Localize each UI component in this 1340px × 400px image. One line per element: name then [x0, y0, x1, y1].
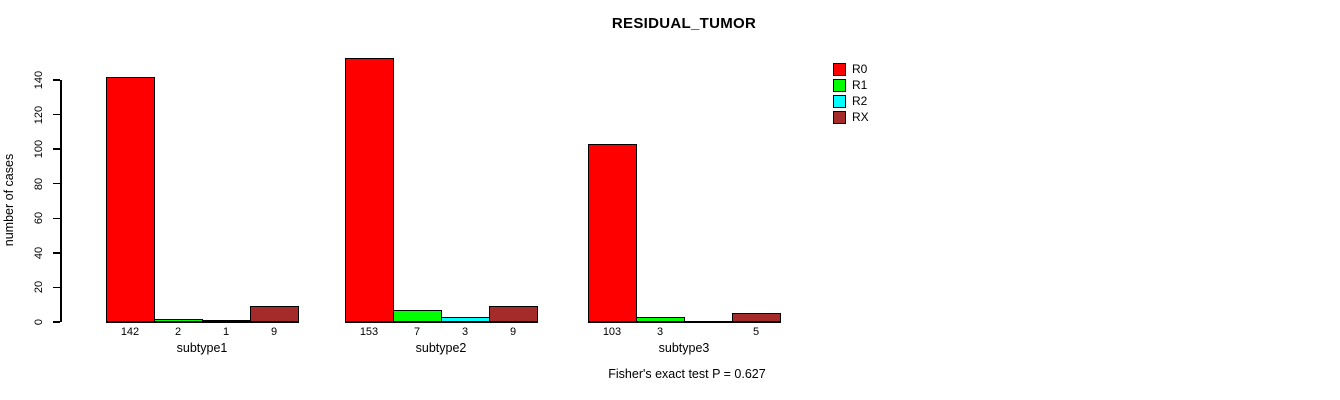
stat-test-annotation: Fisher's exact test P = 0.627: [608, 367, 766, 381]
y-axis-tick: [53, 79, 60, 81]
legend-item-r1: R1: [833, 77, 869, 93]
legend-label-r2: R2: [852, 94, 868, 108]
category-label: subtype3: [658, 341, 710, 355]
bar-value-label: 103: [602, 326, 622, 338]
legend-label-rx: RX: [852, 110, 869, 124]
y-tick-label: 140: [33, 70, 45, 90]
bar-value-label: 9: [509, 326, 517, 338]
bar-r0-subtype1: [106, 76, 155, 322]
y-axis-tick: [53, 148, 60, 150]
y-axis-tick: [53, 113, 60, 116]
legend-swatch-r0-icon: [833, 62, 846, 76]
y-tick-label: 120: [33, 105, 45, 124]
bar-value-label: 5: [752, 326, 760, 338]
bar-r1-subtype1: [154, 318, 203, 322]
bar-value-label: 153: [359, 326, 379, 338]
y-axis-tick: [53, 286, 60, 289]
bar-value-label: 9: [270, 326, 278, 338]
y-tick-label: 0: [33, 318, 45, 326]
legend-item-rx: RX: [833, 109, 869, 125]
bar-r2-subtype2: [441, 316, 490, 322]
bar-r0-subtype2: [345, 57, 394, 322]
y-tick-label: 20: [33, 281, 45, 294]
legend-item-r2: R2: [833, 93, 869, 109]
y-tick-label: 80: [33, 177, 45, 190]
category-label: subtype1: [176, 341, 228, 355]
legend-swatch-r1-icon: [833, 78, 846, 92]
legend-item-r0: R0: [833, 61, 869, 77]
y-tick-label: 40: [33, 246, 45, 259]
category-label: subtype2: [415, 341, 467, 355]
y-axis-line: [60, 80, 62, 322]
bar-r1-subtype3: [636, 316, 685, 322]
y-tick-label: 60: [33, 212, 45, 225]
bar-value-label: 3: [461, 326, 469, 338]
y-axis-tick: [53, 252, 60, 254]
bar-value-label: 1: [222, 326, 230, 338]
bar-value-label: 3: [656, 326, 664, 338]
bar-r0-subtype3: [588, 143, 637, 322]
legend-swatch-r2-icon: [833, 94, 846, 108]
y-axis-tick: [53, 182, 60, 185]
legend: R0 R1 R2 RX: [833, 61, 869, 125]
legend-label-r0: R0: [852, 62, 868, 76]
legend-swatch-rx-icon: [833, 110, 846, 124]
bar-rx-subtype3: [732, 313, 781, 322]
bar-value-label: 142: [120, 326, 140, 338]
legend-label-r1: R1: [852, 78, 868, 92]
bar-rx-subtype1: [250, 306, 299, 322]
bar-r1-subtype2: [393, 309, 442, 322]
bar-rx-subtype2: [489, 306, 538, 322]
bar-value-label: 7: [413, 326, 421, 338]
y-tick-label: 100: [33, 139, 45, 159]
y-axis-tick: [53, 321, 60, 323]
bar-value-label: 2: [174, 326, 182, 338]
y-axis-tick: [53, 217, 60, 220]
chart-title: RESIDUAL_TUMOR: [611, 15, 757, 32]
bar-r2-subtype1: [202, 320, 251, 323]
